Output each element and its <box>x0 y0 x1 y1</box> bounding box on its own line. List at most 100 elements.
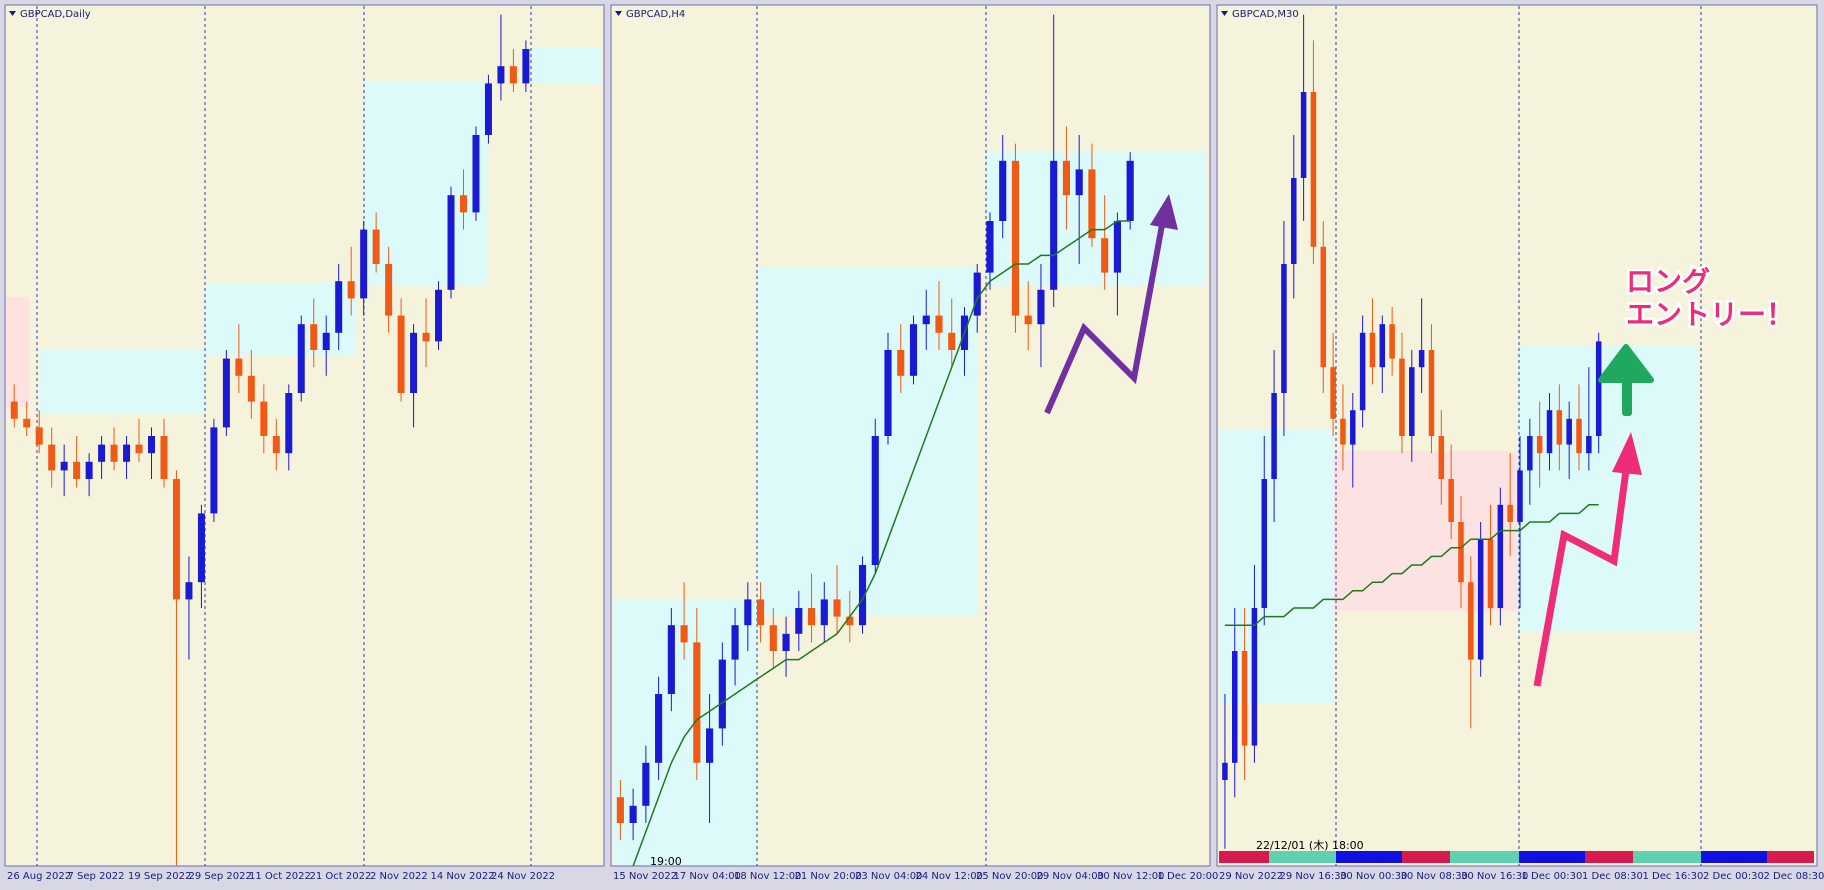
candle-body <box>642 762 650 806</box>
x-tick-label: 24 Nov 2022 <box>491 871 555 882</box>
candle-body <box>731 625 739 660</box>
x-tick-label: 30 Nov 16:30 <box>1461 871 1528 882</box>
candle-body <box>1320 246 1327 368</box>
x-tick-label: 30 Nov 08:30 <box>1401 871 1468 882</box>
candle-body <box>1062 160 1071 196</box>
candle-body <box>1438 436 1445 479</box>
candle-body <box>935 315 943 333</box>
candle-body <box>335 281 343 333</box>
candle-body <box>385 264 393 316</box>
candle-body <box>235 358 243 376</box>
session-segment <box>1585 851 1633 863</box>
candle-body <box>1359 332 1366 411</box>
x-tick-label: 29 Nov 2022 <box>1219 871 1283 882</box>
candle-body <box>1527 436 1533 471</box>
candle-body <box>769 625 777 651</box>
panel-bg <box>4 4 605 867</box>
candle-body <box>297 324 305 393</box>
candle-body <box>909 324 918 376</box>
candle-body <box>655 694 663 763</box>
candle-body <box>1024 315 1032 325</box>
candle-body <box>1251 608 1258 746</box>
candle-body <box>680 625 688 643</box>
annotation: ロング <box>1626 265 1710 298</box>
candle-body <box>1222 762 1228 780</box>
candle-body <box>522 49 530 84</box>
candle-body <box>807 608 816 626</box>
candle-body <box>1418 350 1425 368</box>
x-tick-label: 23 Nov 04:00 <box>855 871 922 882</box>
zone <box>531 47 601 84</box>
hand-arrow <box>1533 469 1630 687</box>
x-tick-label: 21 Nov 20:00 <box>795 871 862 882</box>
arrow-head <box>1150 194 1178 230</box>
candle-body <box>347 281 355 299</box>
zone <box>40 349 205 413</box>
candle-body <box>1546 410 1553 454</box>
candle-body <box>1101 238 1109 273</box>
candle-body <box>172 479 180 600</box>
candle-body <box>756 599 765 626</box>
hand-arrow <box>1044 224 1165 415</box>
x-tick-label: 14 Nov 2022 <box>431 871 495 882</box>
time-label: 19:00 <box>650 855 682 868</box>
candle-body <box>833 599 841 617</box>
title-marker <box>615 11 622 16</box>
candle-body <box>629 805 637 823</box>
panel-title: GBPCAD,H4 <box>626 9 685 20</box>
candle-body <box>1050 160 1058 290</box>
x-tick-label: 26 Aug 2022 <box>7 871 71 882</box>
candle-body <box>285 393 293 454</box>
candle-body <box>948 332 956 350</box>
candle-body <box>10 401 18 419</box>
session-segment <box>1450 851 1519 863</box>
arrow-head <box>1612 432 1642 475</box>
x-tick-label: 17 Nov 04:00 <box>674 871 741 882</box>
panel-title: GBPCAD,Daily <box>20 9 91 20</box>
candle-body <box>1458 522 1464 583</box>
candle-body <box>98 444 106 462</box>
candle-body <box>372 229 380 264</box>
candle-body <box>110 444 118 462</box>
candle-body <box>23 418 31 428</box>
candle-body <box>897 350 905 376</box>
candle-body <box>410 332 418 393</box>
drawings: ロング エントリー！ 19:00 22/12/01 (木) 18:00 <box>650 194 1797 868</box>
time-label: 22/12/01 (木) 18:00 <box>1256 839 1364 852</box>
candle-body <box>73 461 81 479</box>
candle-body <box>1232 651 1238 763</box>
candle-body <box>718 659 726 729</box>
candle-body <box>1037 289 1045 325</box>
x-tick-label: 30 Nov 00:30 <box>1340 871 1407 882</box>
candle-body <box>1126 160 1134 221</box>
candle-body <box>973 272 981 316</box>
candle-body <box>435 289 443 342</box>
candle-body <box>322 332 330 350</box>
candle-body <box>1448 479 1454 522</box>
candle-body <box>795 608 803 634</box>
candle-body <box>884 350 892 436</box>
zone <box>757 267 977 616</box>
x-tick-label: 21 Oct 2022 <box>310 871 372 882</box>
zones <box>6 47 1698 865</box>
zone <box>1334 451 1518 611</box>
candle-body <box>999 160 1007 221</box>
candle-body <box>1310 92 1317 247</box>
session-segment <box>1402 851 1450 863</box>
x-tick-label: 30 Nov 12:00 <box>1097 871 1164 882</box>
candle-body <box>846 616 854 626</box>
candle-body <box>1113 221 1121 273</box>
candle-body <box>472 135 480 213</box>
candle-body <box>782 633 790 651</box>
candle-body <box>1088 169 1096 239</box>
candle-body <box>60 461 68 471</box>
candle-body <box>986 221 994 273</box>
candle-body <box>706 728 714 763</box>
x-tick-label: 29 Sep 2022 <box>189 871 252 882</box>
candle-body <box>210 427 218 514</box>
candle-body <box>1271 393 1277 479</box>
annotation: エントリー！ <box>1626 298 1794 331</box>
candle-body <box>1330 367 1336 419</box>
candle-body <box>1566 418 1572 445</box>
candle-body <box>1300 92 1307 178</box>
